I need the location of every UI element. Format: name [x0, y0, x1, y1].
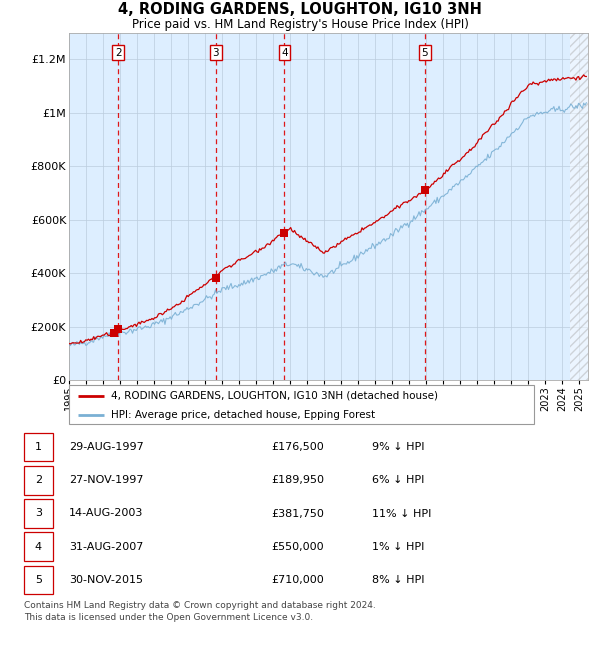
- Text: Contains HM Land Registry data © Crown copyright and database right 2024.
This d: Contains HM Land Registry data © Crown c…: [24, 601, 376, 622]
- Bar: [569, 32, 595, 380]
- Text: 2: 2: [115, 47, 122, 58]
- Text: £550,000: £550,000: [271, 542, 324, 552]
- Text: 3: 3: [35, 508, 42, 519]
- Text: 4: 4: [281, 47, 288, 58]
- Text: 30-NOV-2015: 30-NOV-2015: [69, 575, 143, 585]
- FancyBboxPatch shape: [69, 385, 534, 424]
- Text: 5: 5: [422, 47, 428, 58]
- Text: 8% ↓ HPI: 8% ↓ HPI: [372, 575, 425, 585]
- Text: 1% ↓ HPI: 1% ↓ HPI: [372, 542, 424, 552]
- Text: £381,750: £381,750: [271, 508, 324, 519]
- Text: 14-AUG-2003: 14-AUG-2003: [69, 508, 143, 519]
- Text: 27-NOV-1997: 27-NOV-1997: [69, 475, 143, 485]
- Text: 31-AUG-2007: 31-AUG-2007: [69, 542, 143, 552]
- Text: 4, RODING GARDENS, LOUGHTON, IG10 3NH: 4, RODING GARDENS, LOUGHTON, IG10 3NH: [118, 2, 482, 17]
- Text: 4: 4: [35, 542, 42, 552]
- Text: 11% ↓ HPI: 11% ↓ HPI: [372, 508, 431, 519]
- Text: 5: 5: [35, 575, 42, 585]
- Text: 9% ↓ HPI: 9% ↓ HPI: [372, 442, 425, 452]
- Text: HPI: Average price, detached house, Epping Forest: HPI: Average price, detached house, Eppi…: [111, 410, 375, 420]
- Text: 2: 2: [35, 475, 42, 485]
- Text: £710,000: £710,000: [271, 575, 324, 585]
- Text: Price paid vs. HM Land Registry's House Price Index (HPI): Price paid vs. HM Land Registry's House …: [131, 18, 469, 31]
- Text: £189,950: £189,950: [271, 475, 324, 485]
- Text: 4, RODING GARDENS, LOUGHTON, IG10 3NH (detached house): 4, RODING GARDENS, LOUGHTON, IG10 3NH (d…: [111, 391, 438, 400]
- Text: 29-AUG-1997: 29-AUG-1997: [69, 442, 144, 452]
- Text: £176,500: £176,500: [271, 442, 324, 452]
- Text: 6% ↓ HPI: 6% ↓ HPI: [372, 475, 424, 485]
- Text: 1: 1: [35, 442, 42, 452]
- Text: 3: 3: [212, 47, 219, 58]
